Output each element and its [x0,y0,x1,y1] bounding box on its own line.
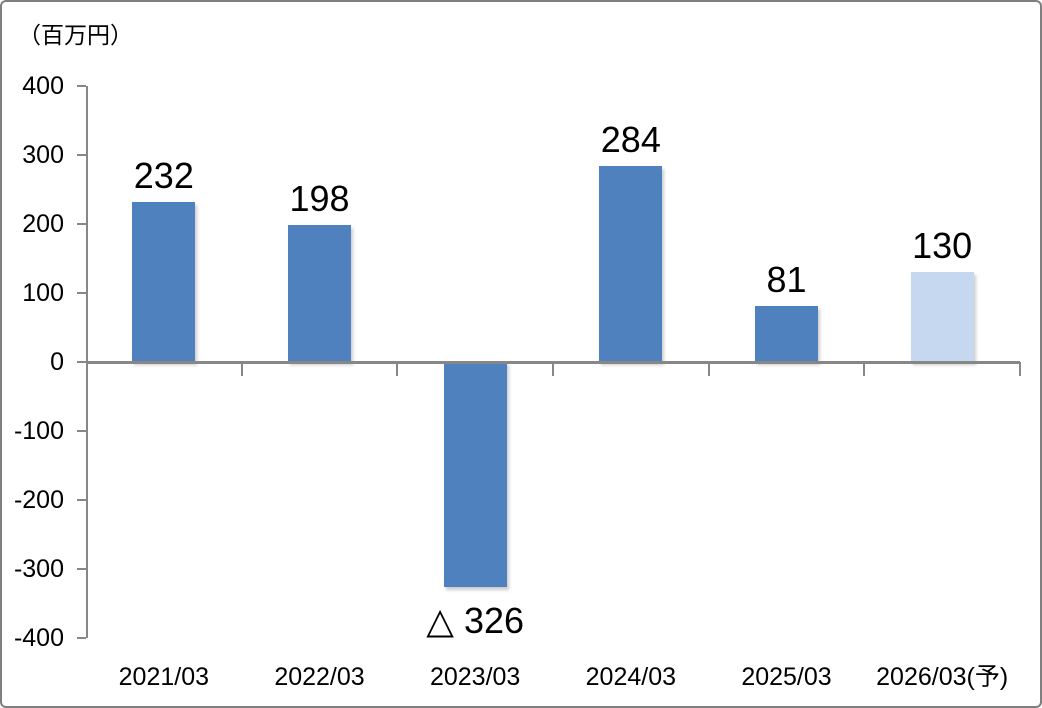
y-axis-tick-label: 400 [22,72,64,100]
x-axis-tick [396,362,399,376]
x-axis-category-label: 2022/03 [274,663,365,691]
x-axis-tick [707,362,710,376]
x-axis-category-label: 2026/03(予) [876,663,1009,691]
y-axis-unit-label: （百万円） [18,22,133,48]
y-axis-tick [77,223,86,225]
bar-2023/03 [443,362,507,587]
bar-2025/03 [755,306,818,362]
bar-2021/03 [132,201,196,362]
y-axis-tick-label: -400 [13,624,64,652]
y-axis-tick [77,430,86,432]
y-axis-tick [77,154,86,156]
bar-value-label: 232 [133,154,194,196]
y-axis-tick-label: -300 [13,555,64,583]
bar-value-label: △ 326 [426,599,525,641]
y-axis-tick-label: 200 [22,210,64,238]
x-axis-tick [863,362,866,376]
y-axis-tick [77,292,86,294]
y-axis-tick [77,568,86,570]
x-axis-tick [240,362,243,376]
bar-2026/03(予) [910,272,974,362]
y-axis-tick [77,637,86,639]
bar-value-label: 130 [912,225,973,267]
y-axis-tick-label: 0 [50,348,64,376]
y-axis-tick [77,361,86,363]
bar-value-label: 284 [600,119,661,161]
x-axis-category-label: 2025/03 [741,663,832,691]
x-axis-category-label: 2021/03 [118,663,210,691]
y-axis-tick-label: -100 [13,417,64,445]
x-axis-category-label: 2023/03 [429,663,521,691]
x-axis-category-label: 2024/03 [585,663,677,691]
y-axis-tick-label: -200 [13,486,64,514]
bar-2024/03 [599,166,663,362]
y-axis-tick-label: 100 [22,279,64,307]
x-axis-tick [1019,362,1021,376]
x-axis-tick [552,362,554,376]
y-axis-tick [77,85,86,87]
bar-value-label: 81 [766,259,807,301]
bar-value-label: 198 [289,178,350,220]
y-axis-tick [77,499,86,501]
bar-2022/03 [288,225,351,362]
y-axis-tick-label: 300 [22,141,64,169]
